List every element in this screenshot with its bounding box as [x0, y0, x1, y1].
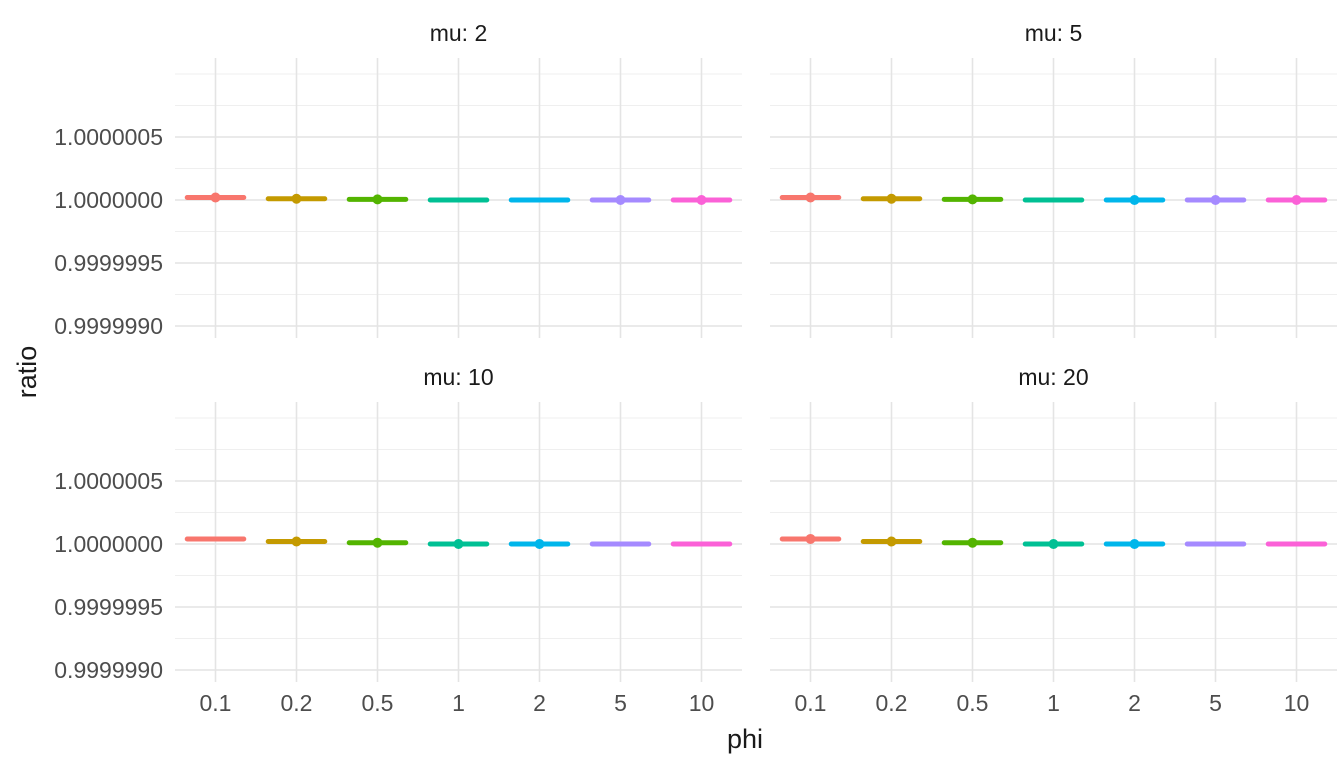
center-point-phi-0.2 [886, 193, 897, 204]
facet-panel [175, 58, 742, 338]
center-point-phi-0.2 [886, 536, 897, 547]
center-point-phi-1 [1048, 539, 1059, 549]
y-tick-label: 0.9999995 [54, 250, 163, 276]
y-tick-label: 0.9999990 [54, 657, 163, 683]
center-point-phi-5 [1210, 195, 1221, 205]
x-tick-label: 1 [1047, 690, 1060, 716]
x-tick-label: 1 [452, 690, 465, 716]
center-point-phi-10 [696, 195, 707, 205]
y-tick-label: 1.0000000 [54, 531, 163, 557]
facet-strip-label: mu: 10 [423, 364, 494, 390]
center-point-phi-2 [1129, 539, 1140, 549]
center-point-phi-2 [534, 539, 545, 549]
facet-panel [770, 58, 1337, 338]
x-axis-title: phi [726, 724, 764, 754]
facet-strip-label: mu: 2 [429, 20, 488, 46]
range-bar-phi-2 [508, 197, 571, 203]
x-tick-label: 0.5 [361, 690, 394, 716]
x-tick-label: 0.1 [794, 690, 827, 716]
y-tick-label: 0.9999990 [54, 313, 163, 339]
center-point-phi-0.2 [291, 536, 302, 547]
center-point-phi-0.2 [291, 193, 302, 204]
range-bar-phi-5 [1184, 541, 1247, 547]
center-point-phi-2 [1129, 195, 1140, 205]
center-point-phi-0.1 [805, 192, 816, 203]
y-tick-label: 1.0000005 [54, 124, 163, 150]
x-tick-label: 10 [1283, 690, 1310, 716]
x-tick-label: 2 [1128, 690, 1141, 716]
facet-strip-label: mu: 5 [1024, 20, 1083, 46]
center-point-phi-0.5 [372, 194, 383, 205]
y-tick-label: 0.9999995 [54, 594, 163, 620]
x-tick-label: 2 [533, 690, 546, 716]
x-tick-label: 5 [614, 690, 627, 716]
center-point-phi-0.1 [805, 533, 816, 544]
range-bar-phi-0.1 [184, 536, 247, 542]
x-tick-label: 5 [1209, 690, 1222, 716]
facet-panel [770, 402, 1337, 682]
center-point-phi-1 [453, 539, 464, 549]
facet-strip-label: mu: 20 [1018, 364, 1089, 390]
range-bar-phi-1 [427, 197, 490, 203]
center-point-phi-0.5 [967, 194, 978, 205]
center-point-phi-5 [615, 195, 626, 205]
x-tick-label: 0.1 [199, 690, 232, 716]
center-point-phi-0.5 [967, 537, 978, 548]
range-bar-phi-1 [1022, 197, 1085, 203]
center-point-phi-0.5 [372, 537, 383, 548]
y-tick-label: 1.0000000 [54, 187, 163, 213]
center-point-phi-10 [1291, 195, 1302, 205]
y-tick-label: 1.0000005 [54, 468, 163, 494]
y-axis-title: ratio [12, 345, 42, 399]
facet-panel [175, 402, 742, 682]
center-point-phi-0.1 [210, 192, 221, 203]
range-bar-phi-5 [589, 541, 652, 547]
x-tick-label: 0.2 [875, 690, 908, 716]
x-tick-label: 0.2 [280, 690, 313, 716]
x-tick-label: 0.5 [956, 690, 989, 716]
range-bar-phi-10 [670, 541, 733, 547]
x-tick-label: 10 [688, 690, 715, 716]
range-bar-phi-10 [1265, 541, 1328, 547]
